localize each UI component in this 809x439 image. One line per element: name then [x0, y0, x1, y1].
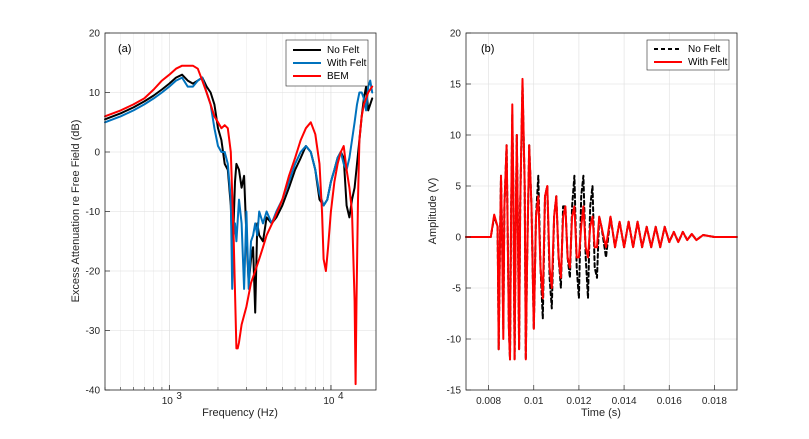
- legend-a-label-0: No Felt: [327, 45, 359, 56]
- y-tick-label: 20: [89, 29, 101, 40]
- y-tick-label: -20: [86, 267, 101, 278]
- x-tick-label: 0.01: [524, 396, 544, 407]
- x-tick-label: 0.014: [612, 396, 637, 407]
- x-tick-label-exponent: 3: [176, 391, 182, 402]
- x-tick-label: 0.012: [566, 396, 591, 407]
- x-tick-label: 0.016: [657, 396, 682, 407]
- chart-b-legend: No Felt With Felt: [646, 39, 730, 71]
- y-tick-label: -10: [447, 335, 462, 346]
- chart-b-ylabel: Amplitude (V): [427, 178, 439, 245]
- x-tick-label: 10: [323, 396, 335, 407]
- legend-b-label-0: No Felt: [688, 44, 720, 55]
- chart-b-panel-label: (b): [481, 43, 494, 55]
- legend-a-label-2: BEM: [327, 71, 349, 82]
- y-tick-label: -15: [447, 386, 462, 397]
- y-tick-label: 10: [89, 88, 101, 99]
- y-tick-label: 10: [450, 131, 462, 142]
- x-tick-label: 10: [162, 396, 174, 407]
- x-tick-label-exponent: 4: [338, 391, 344, 402]
- chart-a-series: [104, 64, 374, 386]
- chart-a-xlabel: Frequency (Hz): [202, 407, 278, 419]
- legend-a-label-1: With Felt: [327, 58, 367, 69]
- series-bem-line: [104, 64, 374, 386]
- chart-a-panel-label: (a): [118, 43, 131, 55]
- y-tick-label: 5: [455, 182, 461, 193]
- y-tick-label: 0: [455, 233, 461, 244]
- chart-b-ticks: 0.008 0.01 0.012 0.014 0.016 0.018 -15 -10 -5 0 5 1…: [447, 29, 728, 408]
- y-tick-label: -10: [86, 207, 101, 218]
- legend-b-label-1: With Felt: [688, 57, 728, 68]
- y-tick-label: 15: [450, 80, 462, 91]
- y-tick-label: -40: [86, 386, 101, 397]
- chart-panel-b: 0.008 0.01 0.012 0.014 0.016 0.018 -15 -10 -5 0 5 1…: [427, 29, 738, 419]
- x-tick-label: 0.008: [476, 396, 501, 407]
- series-with-felt-line: [465, 77, 738, 361]
- chart-a-legend: No Felt With Felt BEM: [285, 39, 369, 87]
- chart-b-series: [465, 77, 738, 361]
- x-tick-label: 0.018: [702, 396, 727, 407]
- y-tick-label: -30: [86, 326, 101, 337]
- y-tick-label: 20: [450, 29, 462, 40]
- chart-b-xlabel: Time (s): [581, 407, 621, 419]
- y-tick-label: -5: [452, 284, 461, 295]
- y-tick-label: 0: [94, 148, 100, 159]
- chart-a-ylabel: Excess Attenuation re Free Field (dB): [70, 120, 82, 303]
